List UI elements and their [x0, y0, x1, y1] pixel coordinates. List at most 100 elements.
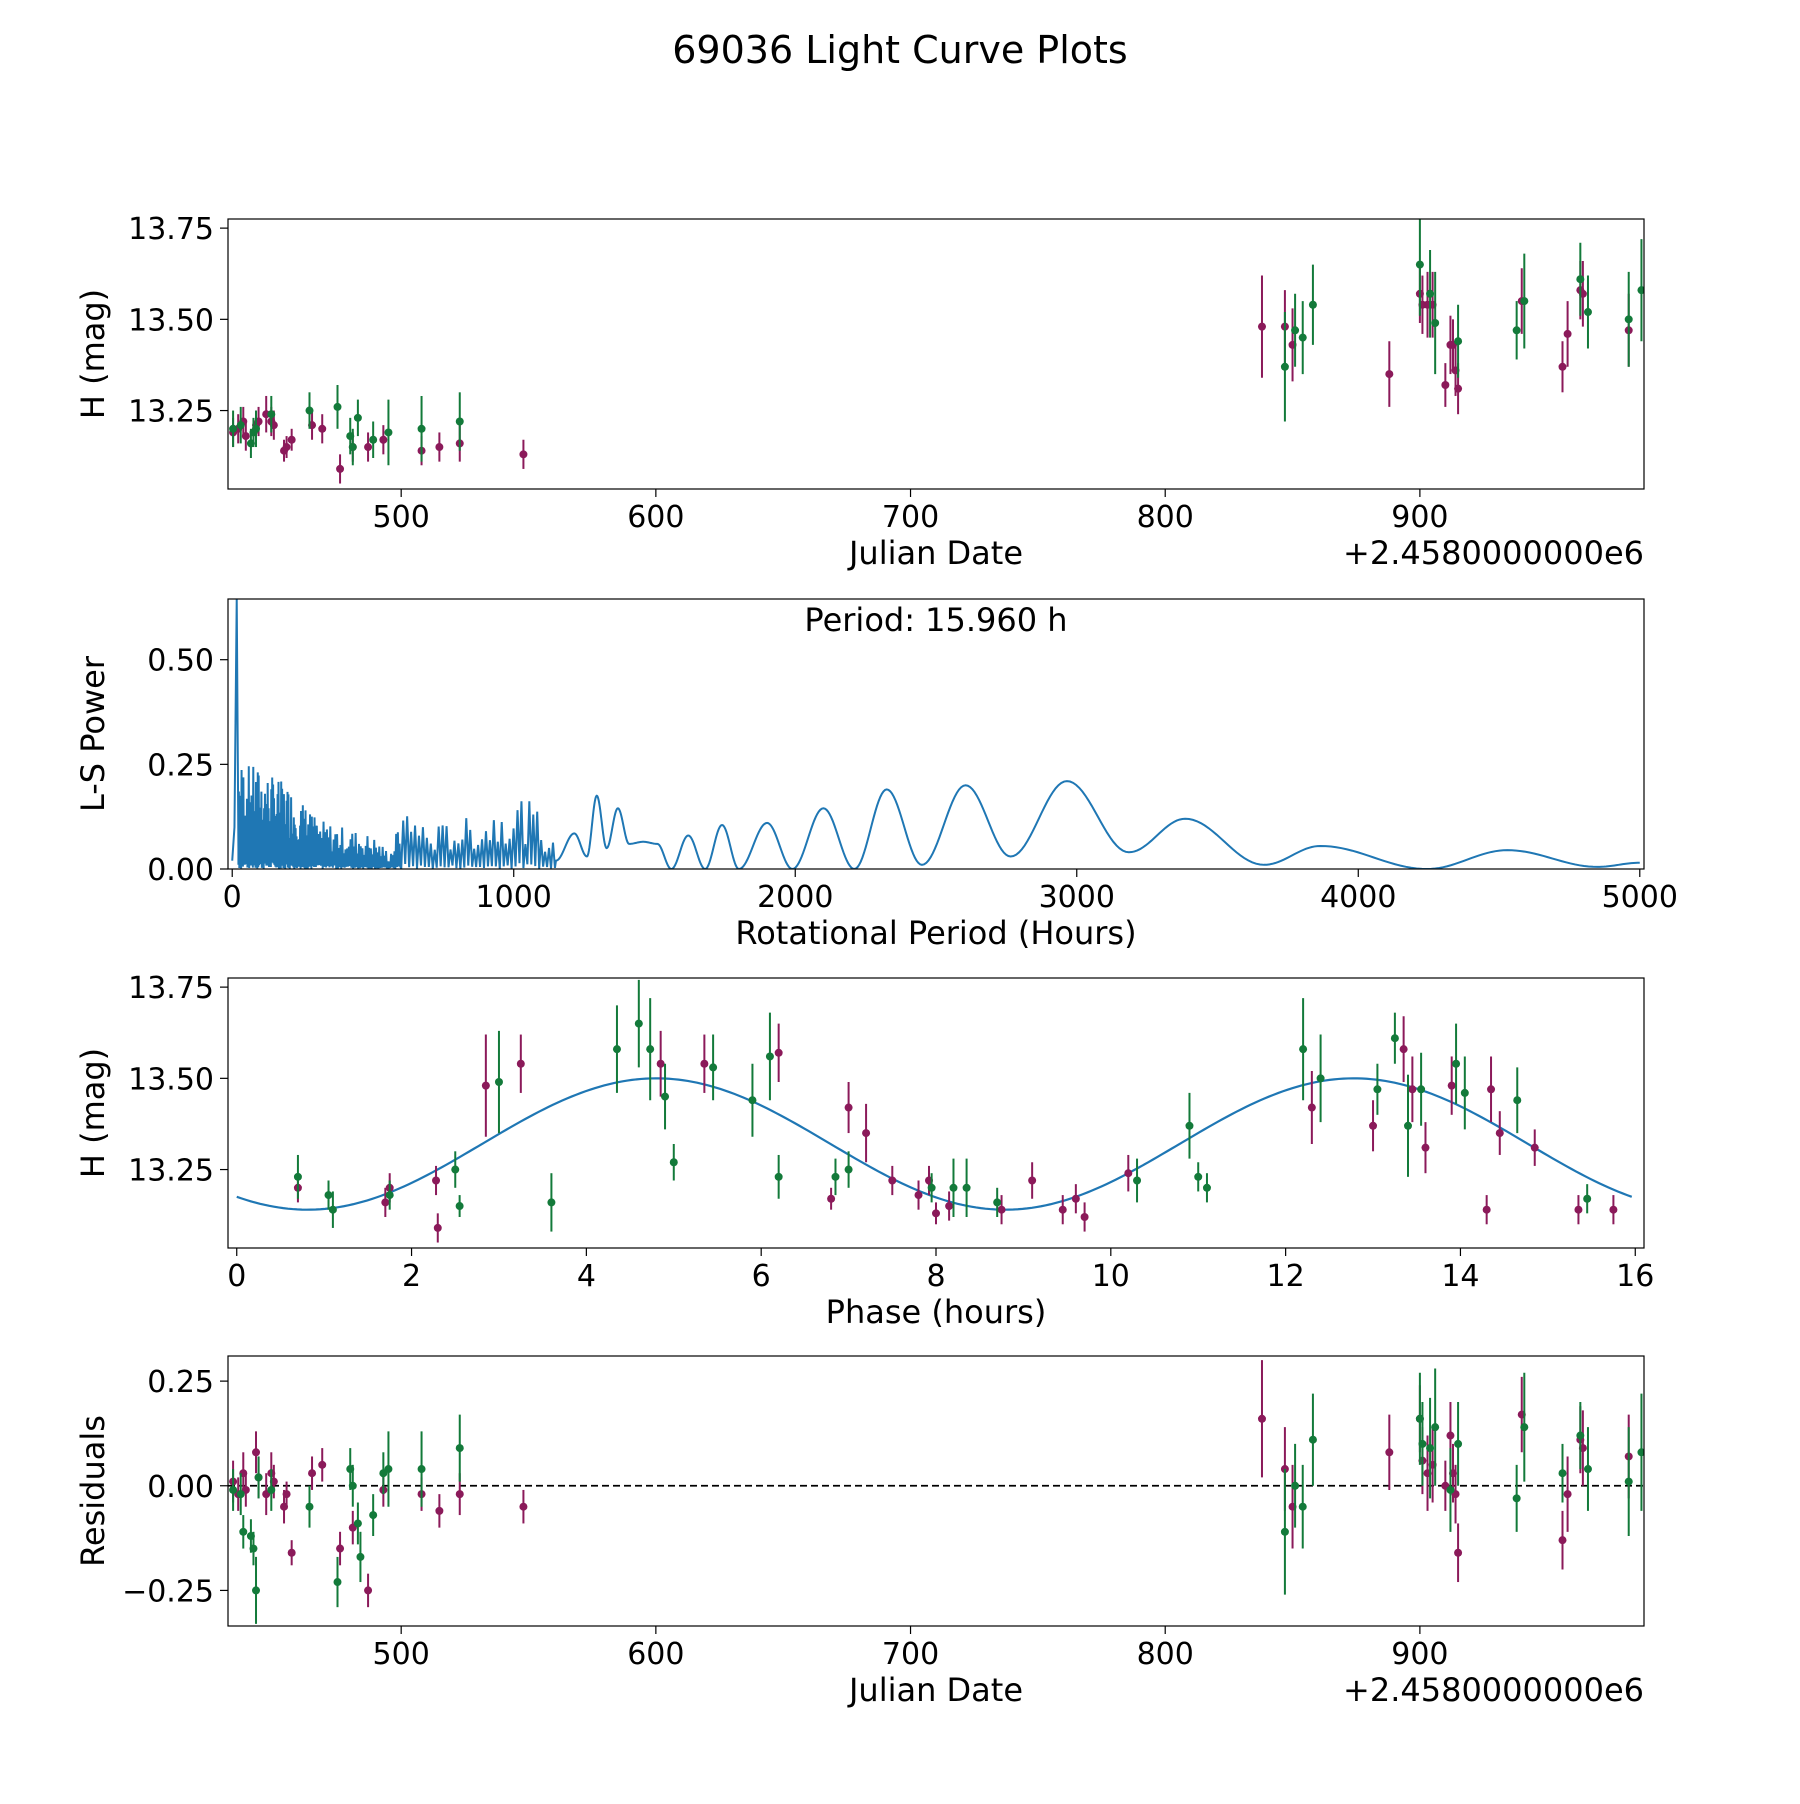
residuals-point	[455, 1490, 464, 1499]
lightcurve-point	[241, 432, 250, 441]
lightcurve-point	[1576, 275, 1585, 284]
residuals-point	[384, 1465, 393, 1474]
lightcurve-point	[379, 435, 388, 444]
lightcurve-ytick-label: 13.75	[128, 212, 214, 247]
residuals-axes-frame	[227, 1355, 1645, 1627]
periodogram-xtick-label: 1000	[476, 880, 552, 915]
phased-point	[1609, 1205, 1618, 1214]
phased-point	[293, 1172, 302, 1181]
phased-point	[914, 1191, 923, 1200]
residuals-xlabel: Julian Date	[847, 1671, 1023, 1709]
phased-point	[432, 1176, 441, 1185]
lightcurve-x-offset-label: +2.4580000000e6	[1343, 534, 1644, 572]
phased-point	[547, 1198, 556, 1207]
residuals-point	[1257, 1414, 1266, 1423]
lightcurve-axes-frame	[227, 218, 1645, 490]
phased-point	[1574, 1205, 1583, 1214]
phased-point	[433, 1223, 442, 1232]
residuals-ytick-label: 0.25	[147, 1365, 214, 1400]
residuals-x-offset-label: +2.4580000000e6	[1343, 1671, 1644, 1709]
phased-point	[862, 1129, 871, 1138]
phased-point	[1513, 1096, 1522, 1105]
lightcurve-point	[1415, 260, 1424, 269]
lightcurve-ytick-label: 13.25	[128, 395, 214, 430]
periodogram-panel: 0 1000 2000 3000 4000 5000 0.00 0.25 0.50 Rotatio…	[74, 598, 1678, 952]
phased-ytick-label: 13.50	[128, 1062, 214, 1097]
phased-point	[634, 1019, 643, 1028]
lightcurve-point	[369, 435, 378, 444]
residuals-point	[336, 1544, 345, 1553]
residuals-point	[267, 1485, 276, 1494]
phased-point	[1482, 1205, 1491, 1214]
phased-point	[844, 1165, 853, 1174]
phased-model-curve	[236, 1077, 1633, 1211]
residuals-point	[252, 1448, 261, 1457]
periodogram-ytick-label: 0.25	[147, 748, 214, 783]
residuals-point	[455, 1444, 464, 1453]
residuals-point	[305, 1502, 314, 1511]
residuals-point	[1298, 1502, 1307, 1511]
phased-point	[1058, 1205, 1067, 1214]
lightcurve-point	[1298, 333, 1307, 342]
residuals-point	[519, 1502, 528, 1511]
phased-point	[1408, 1085, 1417, 1094]
residuals-panel: 500 600 700 800 900 −0.25 0.00 0.25 Julian Date +…	[74, 1355, 1645, 1709]
phased-xtick-label: 6	[752, 1259, 771, 1294]
residuals-point	[1418, 1439, 1427, 1448]
phased-xtick-label: 4	[577, 1259, 596, 1294]
lightcurve-point	[1308, 300, 1317, 309]
lightcurve-series-band_b	[229, 219, 1644, 466]
lightcurve-point	[455, 417, 464, 426]
periodogram-power-line	[231, 599, 1640, 869]
residuals-point	[236, 1490, 245, 1499]
periodogram-ytick-label: 0.00	[147, 853, 214, 888]
lightcurve-point	[348, 443, 357, 452]
phased-point	[1447, 1081, 1456, 1090]
phased-point	[949, 1183, 958, 1192]
phased-point	[844, 1103, 853, 1112]
phased-point	[1316, 1074, 1325, 1083]
lightcurve-point	[384, 428, 393, 437]
periodogram-ylabel: L-S Power	[74, 655, 112, 812]
phased-point	[661, 1092, 670, 1101]
periodogram-annotation: Period: 15.960 h	[804, 601, 1067, 639]
residuals-point	[249, 1544, 258, 1553]
phased-point	[324, 1191, 333, 1200]
lightcurve-xtick-label: 700	[882, 500, 939, 535]
phased-point	[381, 1198, 390, 1207]
residuals-point	[252, 1586, 261, 1595]
residuals-xtick-label: 800	[1137, 1637, 1194, 1672]
residuals-point	[1583, 1465, 1592, 1474]
residuals-point	[1454, 1439, 1463, 1448]
phased-point	[831, 1172, 840, 1181]
phased-point	[646, 1045, 655, 1054]
residuals-series-band_b	[229, 1368, 1644, 1624]
phased-point	[455, 1202, 464, 1211]
lightcurve-point	[1385, 370, 1394, 379]
phased-point	[700, 1059, 709, 1068]
residuals-point	[1558, 1536, 1567, 1545]
lightcurve-point	[305, 406, 314, 415]
phased-point	[656, 1059, 665, 1068]
lightcurve-point	[1257, 322, 1266, 331]
lightcurve-xtick-label: 500	[373, 500, 430, 535]
residuals-point	[318, 1460, 327, 1469]
residuals-point	[1280, 1527, 1289, 1536]
periodogram-axes-frame	[227, 598, 1645, 870]
phased-point	[765, 1052, 774, 1061]
phased-xtick-label: 0	[227, 1259, 246, 1294]
figure-title: 69036 Light Curve Plots	[672, 28, 1128, 72]
phased-point	[1399, 1045, 1408, 1054]
residuals-point	[1454, 1548, 1463, 1557]
phased-xtick-label: 2	[402, 1259, 421, 1294]
periodogram-ytick-label: 0.50	[147, 644, 214, 679]
lightcurve-xlabel: Julian Date	[847, 534, 1023, 572]
lightcurve-point	[1441, 381, 1450, 390]
phased-point	[774, 1172, 783, 1181]
lightcurve-xtick-label: 600	[627, 500, 684, 535]
phased-point	[328, 1205, 337, 1214]
lightcurve-ylabel: H (mag)	[74, 289, 112, 419]
residuals-point	[1446, 1431, 1455, 1440]
phased-point	[1530, 1143, 1539, 1152]
phased-point	[1404, 1121, 1412, 1130]
